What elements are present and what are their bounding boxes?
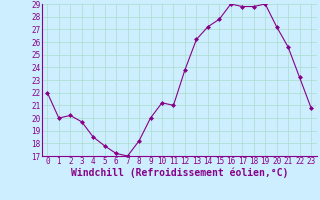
X-axis label: Windchill (Refroidissement éolien,°C): Windchill (Refroidissement éolien,°C) <box>70 168 288 178</box>
